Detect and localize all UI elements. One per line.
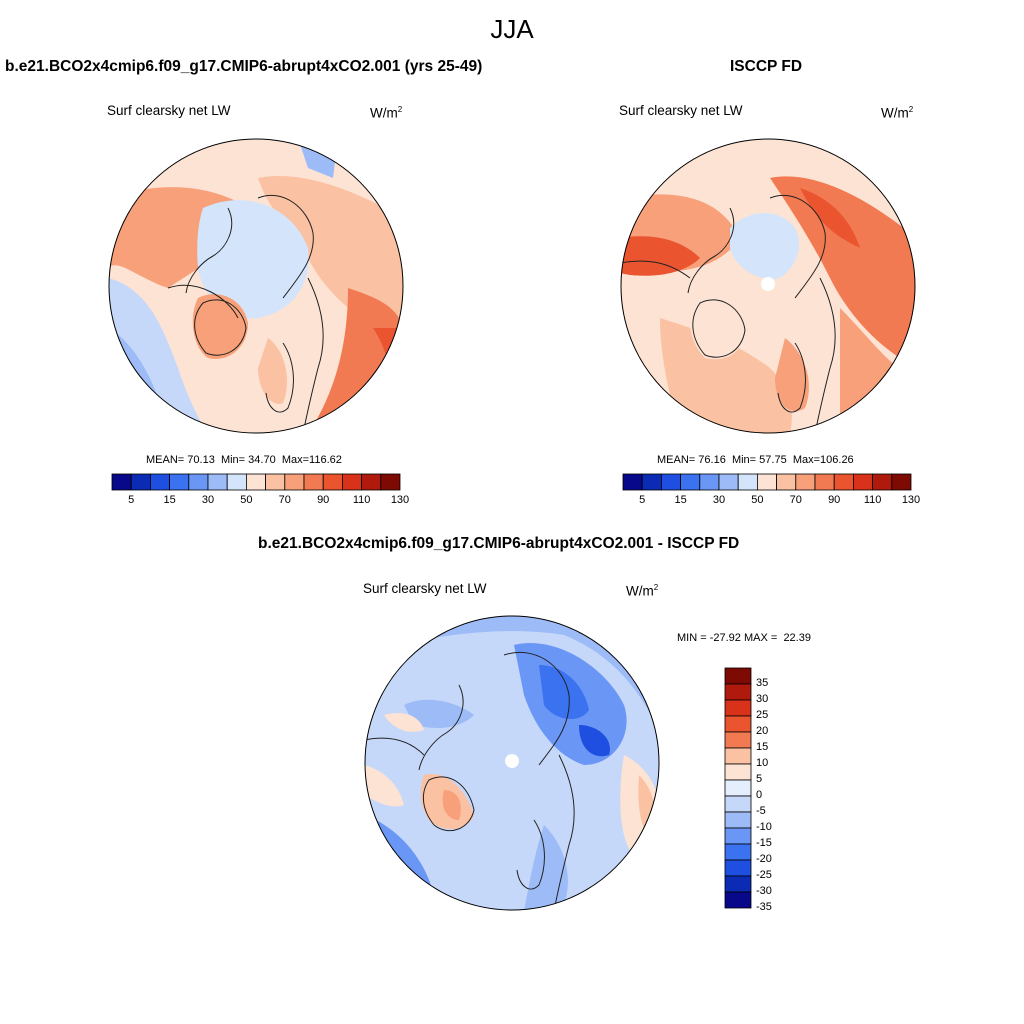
colorbar-tick-label: -15 <box>756 837 772 849</box>
colorbar-swatch <box>150 473 171 491</box>
obs-variable-label: Surf clearsky net LW <box>619 103 743 118</box>
colorbar-tick-label: 10 <box>756 757 769 769</box>
obs-panel-title: ISCCP FD <box>730 58 803 75</box>
colorbar-swatch <box>724 699 752 717</box>
colorbar-swatch <box>891 473 912 491</box>
colorbar-swatch <box>724 731 752 749</box>
diff-polar-map <box>364 615 660 911</box>
colorbar-swatch <box>814 473 835 491</box>
colorbar-swatch <box>680 473 701 491</box>
figure-title: JJA <box>490 14 534 44</box>
colorbar-swatch <box>795 473 816 491</box>
colorbar-tick-label: 50 <box>240 494 253 506</box>
colorbar-swatch <box>756 473 777 491</box>
model-units-label: W/m2 <box>370 105 403 121</box>
colorbar-swatch <box>622 473 643 491</box>
colorbar-tick-label: -35 <box>756 901 772 913</box>
obs-polar-map <box>620 138 916 434</box>
colorbar-tick-label: -10 <box>756 821 772 833</box>
colorbar-swatch <box>641 473 662 491</box>
colorbar-tick-label: 5 <box>128 494 135 506</box>
colorbar-tick-label: 5 <box>639 494 646 506</box>
colorbar-swatch <box>724 747 752 765</box>
colorbar-tick-label: 30 <box>201 494 215 506</box>
colorbar-swatch <box>724 683 752 701</box>
model-polar-map <box>108 138 404 434</box>
colorbar-tick-label: 15 <box>674 494 687 506</box>
colorbar-tick-label: 30 <box>712 494 726 506</box>
colorbar-tick-label: 90 <box>828 494 841 506</box>
colorbar-tick-label: 130 <box>901 494 921 506</box>
colorbar-swatch <box>724 667 752 685</box>
colorbar-swatch <box>724 795 752 813</box>
colorbar-swatch <box>852 473 873 491</box>
colorbar-swatch <box>872 473 893 491</box>
colorbar-swatch <box>661 473 682 491</box>
colorbar-tick-label: 30 <box>756 693 769 705</box>
obs-stats: MEAN= 76.16 Min= 57.75 Max=106.26 <box>657 454 854 466</box>
colorbar-swatch <box>724 875 752 893</box>
colorbar-swatch <box>341 473 362 491</box>
colorbar-swatch <box>718 473 739 491</box>
obs-colorbar <box>622 473 912 491</box>
model-variable-label: Surf clearsky net LW <box>107 103 231 118</box>
colorbar-swatch <box>724 859 752 877</box>
colorbar-swatch <box>361 473 382 491</box>
colorbar-swatch <box>724 891 752 909</box>
colorbar-swatch <box>245 473 266 491</box>
colorbar-swatch <box>737 473 758 491</box>
colorbar-swatch <box>207 473 228 491</box>
obs-units-label: W/m2 <box>881 105 914 121</box>
colorbar-tick-label: 0 <box>756 789 763 801</box>
colorbar-swatch <box>284 473 305 491</box>
colorbar-swatch <box>111 473 132 491</box>
colorbar-swatch <box>724 811 752 829</box>
colorbar-swatch <box>188 473 209 491</box>
model-stats: MEAN= 70.13 Min= 34.70 Max=116.62 <box>146 454 342 466</box>
colorbar-tick-label: 130 <box>390 494 410 506</box>
diff-colorbar <box>724 667 752 909</box>
colorbar-swatch <box>303 473 324 491</box>
colorbar-tick-label: 110 <box>352 494 371 506</box>
model-colorbar <box>111 473 401 491</box>
colorbar-swatch <box>226 473 247 491</box>
colorbar-swatch <box>380 473 401 491</box>
colorbar-tick-label: 70 <box>789 494 802 506</box>
diff-panel-title: b.e21.BCO2x4cmip6.f09_g17.CMIP6-abrupt4x… <box>258 535 740 552</box>
colorbar-swatch <box>724 827 752 845</box>
colorbar-tick-label: 50 <box>751 494 764 506</box>
colorbar-swatch <box>724 843 752 861</box>
diff-units-label: W/m2 <box>626 583 659 599</box>
colorbar-swatch <box>322 473 343 491</box>
model-panel-title: b.e21.BCO2x4cmip6.f09_g17.CMIP6-abrupt4x… <box>5 58 483 75</box>
colorbar-tick-label: 20 <box>756 725 769 737</box>
colorbar-swatch <box>833 473 854 491</box>
colorbar-swatch <box>265 473 286 491</box>
colorbar-tick-label: 110 <box>863 494 882 506</box>
colorbar-swatch <box>724 763 752 781</box>
colorbar-tick-label: 25 <box>756 709 769 721</box>
colorbar-tick-label: 90 <box>317 494 330 506</box>
colorbar-tick-label: -5 <box>756 805 766 817</box>
colorbar-swatch <box>776 473 797 491</box>
diff-stats: MIN = -27.92 MAX = 22.39 <box>677 632 811 644</box>
colorbar-swatch <box>169 473 190 491</box>
colorbar-tick-label: 15 <box>756 741 769 753</box>
colorbar-swatch <box>130 473 151 491</box>
colorbar-tick-label: 35 <box>756 677 769 689</box>
colorbar-tick-label: 5 <box>756 773 763 785</box>
colorbar-tick-label: -25 <box>756 869 772 881</box>
colorbar-swatch <box>724 715 752 733</box>
colorbar-swatch <box>724 779 752 797</box>
colorbar-tick-label: 15 <box>163 494 176 506</box>
colorbar-swatch <box>699 473 720 491</box>
colorbar-tick-label: 70 <box>278 494 291 506</box>
diff-variable-label: Surf clearsky net LW <box>363 581 487 596</box>
colorbar-tick-label: -20 <box>756 853 772 865</box>
colorbar-tick-label: -30 <box>756 885 772 897</box>
